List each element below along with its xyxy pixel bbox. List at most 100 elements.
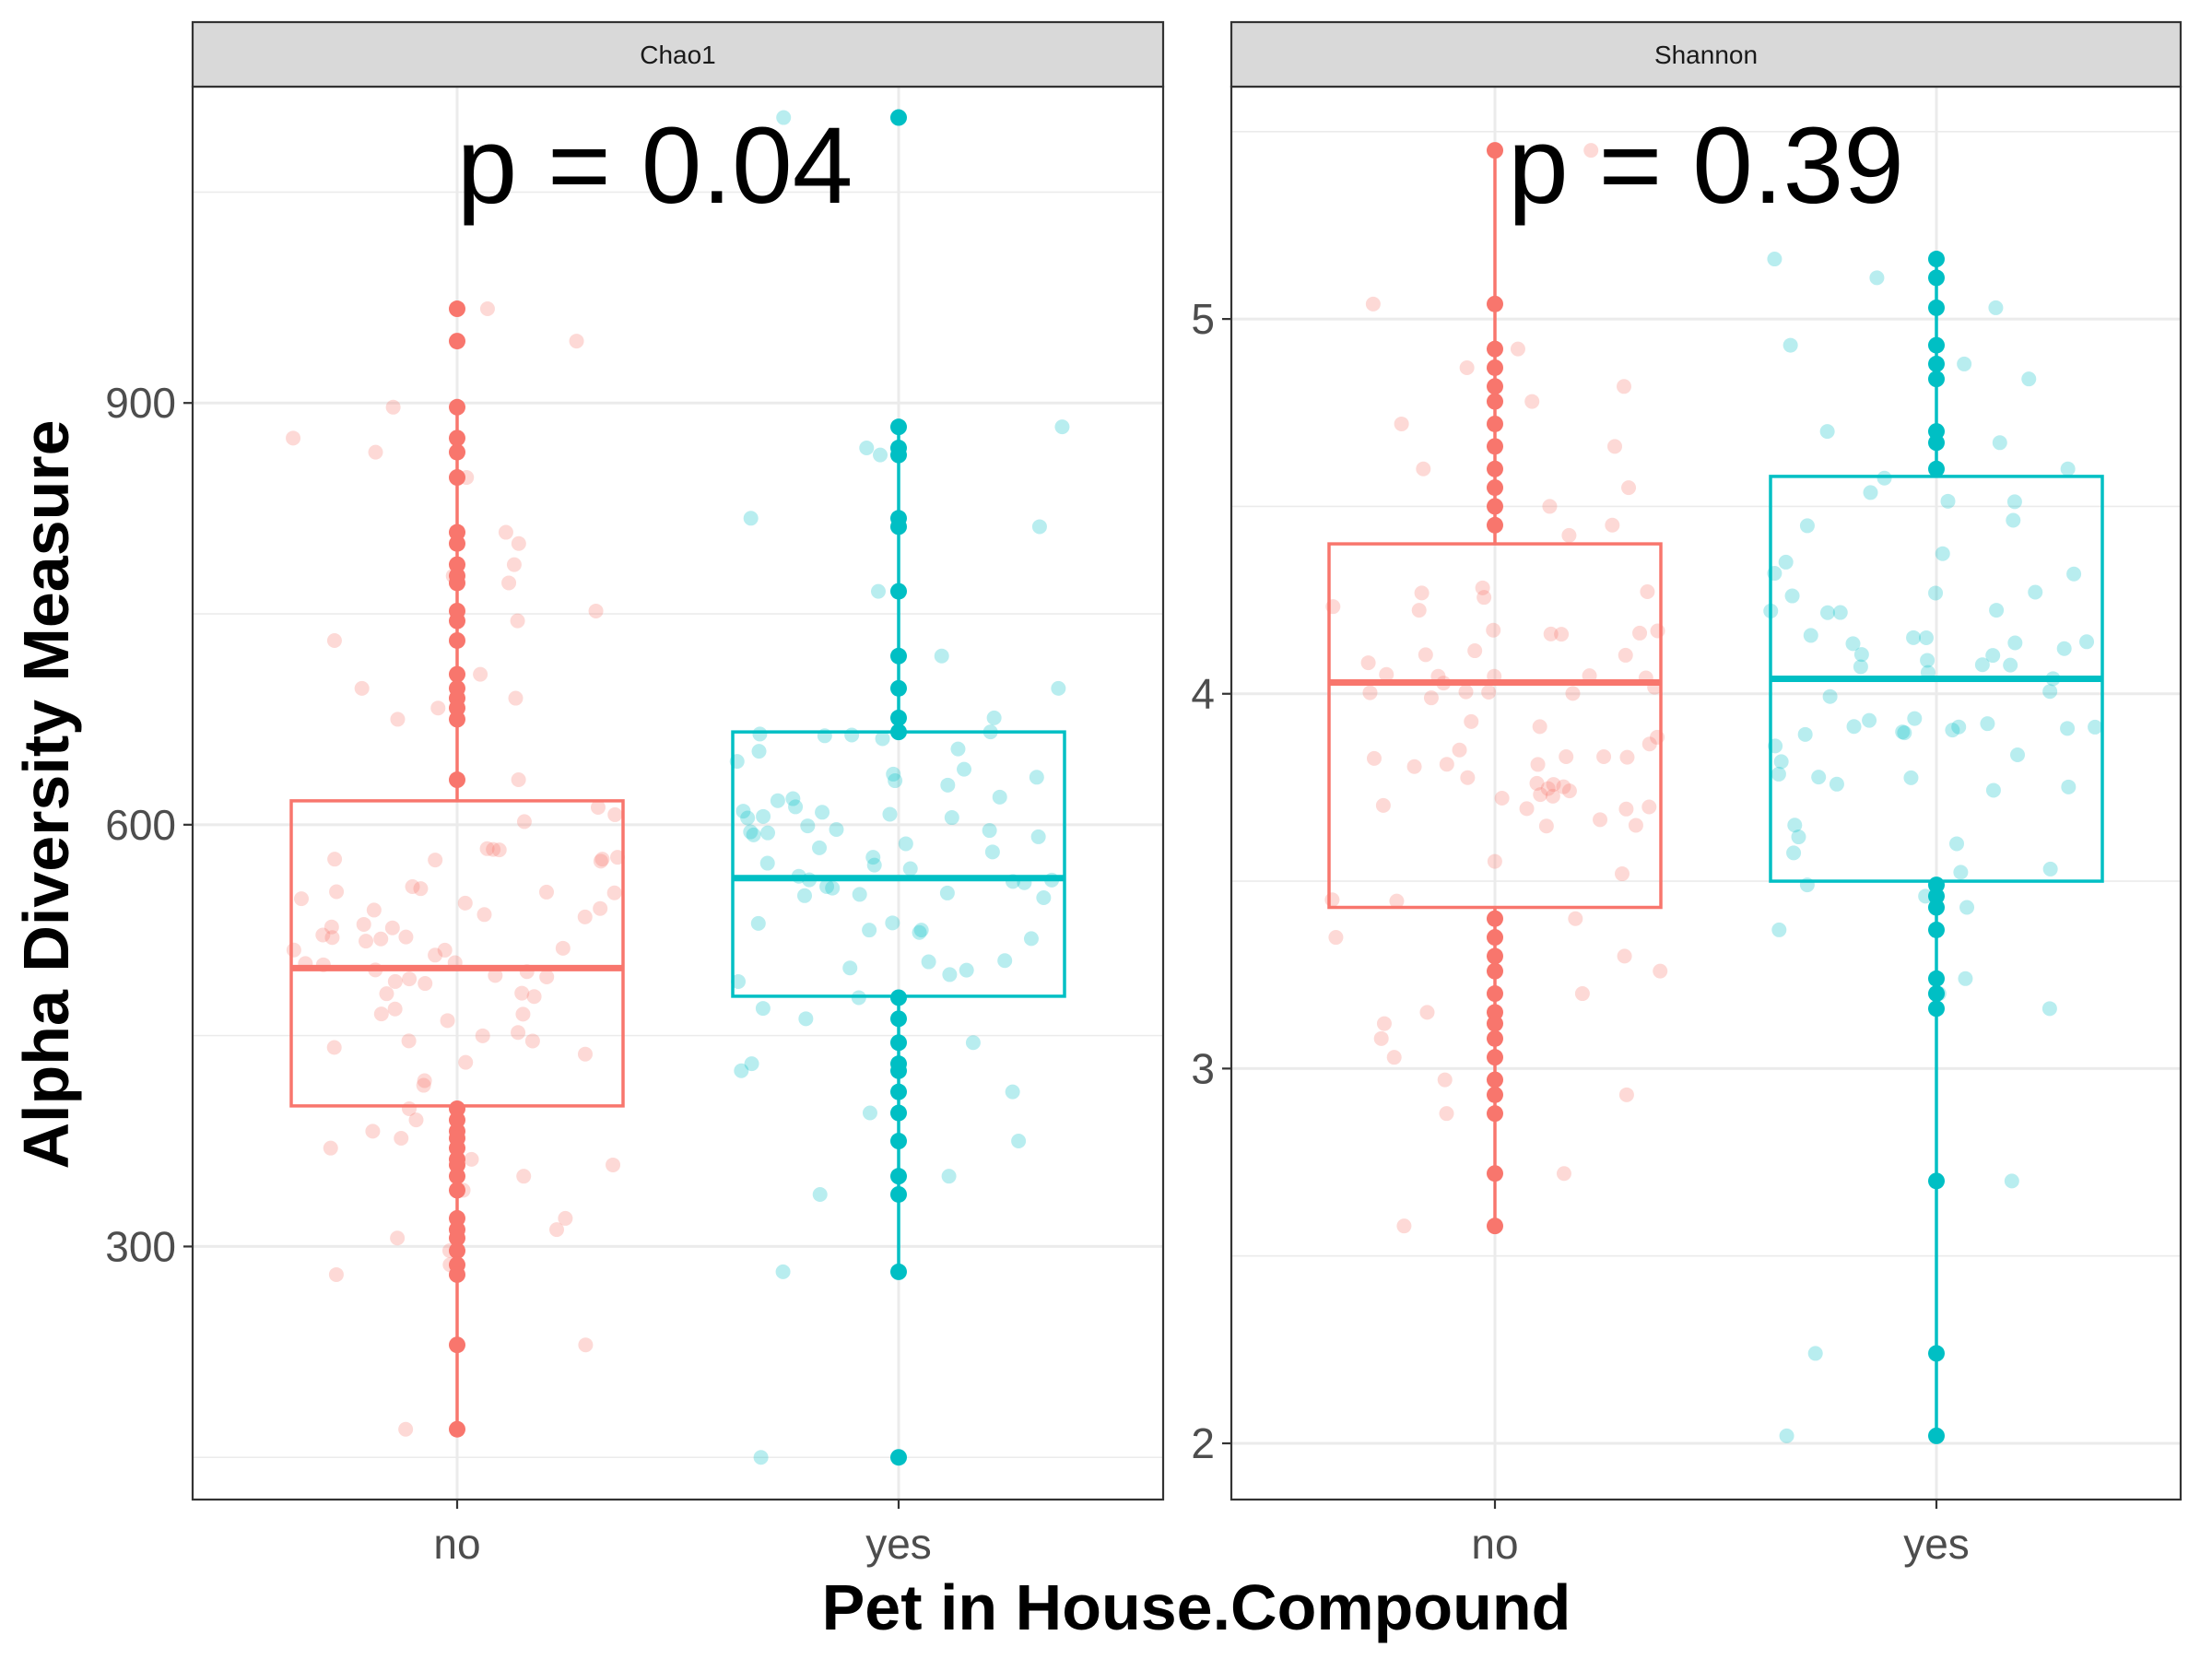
data-point [449,1182,465,1199]
data-point [890,1062,907,1079]
data-point [1487,962,1503,980]
jitter-point [326,632,342,648]
jitter-point [1459,359,1475,375]
data-point [1928,434,1945,452]
jitter-point [1618,1087,1634,1102]
data-point [1487,929,1503,947]
jitter-point [1051,680,1066,696]
jitter-point [731,974,747,990]
jitter-point [1386,1050,1402,1065]
jitter-point [1951,719,1967,735]
jitter-point [1989,603,2005,618]
jitter-point [1416,461,1431,477]
x-tick-label: yes [865,1520,932,1568]
data-point [1487,498,1503,515]
jitter-point [788,799,804,815]
jitter-point [1533,787,1548,803]
jitter-point [753,1450,769,1465]
jitter-point [1771,766,1786,782]
jitter-point [1803,628,1818,643]
jitter-point [1619,749,1635,765]
jitter-point [1419,1005,1435,1020]
data-point [1487,142,1503,159]
jitter-point [506,557,522,572]
y-tick-label: 4 [1191,670,1215,718]
jitter-point [475,1028,490,1043]
data-point [1487,460,1503,477]
jitter-point [428,947,443,963]
jitter-point [408,1112,424,1128]
jitter-point [477,907,492,923]
jitter-point [1822,688,1838,704]
jitter-point [510,613,525,629]
data-point [890,1263,907,1280]
jitter-point [413,881,429,897]
jitter-point [354,680,370,696]
jitter-point [775,1264,791,1279]
jitter-point [1005,1084,1020,1100]
jitter-point [1556,779,1571,794]
jitter-point [1396,1218,1412,1234]
jitter-point [750,915,766,931]
jitter-point [1767,252,1783,267]
data-point [1487,947,1503,965]
jitter-point [1477,590,1492,606]
jitter-point [1486,622,1501,638]
jitter-point [1545,788,1560,804]
jitter-point [1799,518,1815,534]
jitter-point [1618,647,1633,663]
jitter-point [1846,719,1862,735]
jitter-point [440,1013,455,1029]
jitter-point [2066,566,2082,582]
jitter-point [1980,716,1995,732]
data-point [1487,1049,1503,1066]
data-point [1487,516,1503,534]
jitter-point [1423,690,1439,706]
jitter-point [437,942,453,958]
jitter-point [1418,647,1433,663]
jitter-point [1375,797,1391,813]
jitter-point [491,842,507,858]
data-point [1928,921,1945,938]
jitter-point [511,772,526,788]
jitter-point [594,852,610,867]
jitter-point [1360,655,1376,671]
jitter-point [959,962,974,978]
data-point [1487,1071,1503,1088]
jitter-point [1863,485,1878,500]
jitter-point [870,583,886,599]
jitter-point [882,806,898,822]
jitter-point [1783,337,1798,353]
jitter-point [776,110,792,125]
y-axis-title: Alpha Diversity Measure [10,419,82,1169]
jitter-point [328,1266,344,1282]
data-point [1487,415,1503,432]
jitter-point [1640,584,1655,600]
data-point [890,647,907,665]
jitter-point [578,1337,594,1353]
data-point [1928,1345,1945,1362]
data-point [1487,1030,1503,1047]
data-point [449,631,465,649]
jitter-point [1653,963,1668,979]
facet-strip [191,20,1165,88]
jitter-point [1029,770,1044,785]
y-tick-label: 900 [105,379,176,427]
x-tick-label: yes [1903,1520,1970,1568]
jitter-point [1791,830,1806,845]
jitter-point [286,942,301,958]
jitter-point [1411,603,1427,618]
jitter-point [740,810,756,826]
panel-background [193,87,1163,1500]
jitter-point [941,1169,957,1184]
data-point [1928,336,1945,354]
jitter-point [796,888,812,903]
jitter-point [886,766,901,782]
p-value-annotation: p = 0.04 [457,105,853,227]
jitter-point [326,1040,342,1055]
data-point [1928,299,1945,316]
jitter-point [1895,724,1911,740]
jitter-point [1862,712,1877,728]
panel-background [1231,87,2181,1500]
